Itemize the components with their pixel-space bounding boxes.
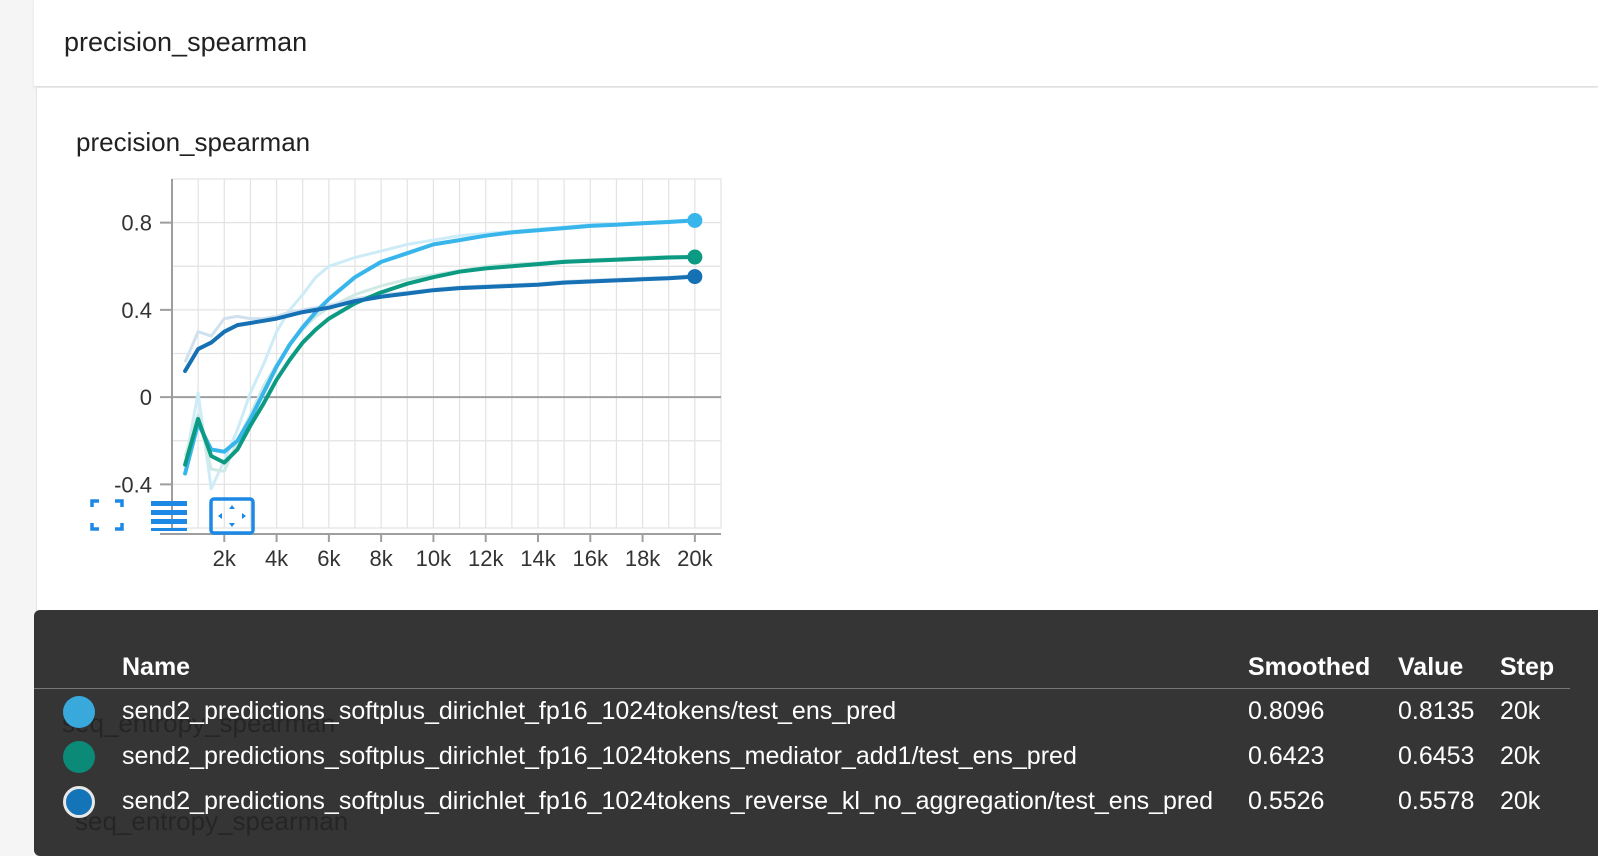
fit-domain-icon[interactable] (209, 497, 255, 535)
step-value: 20k (1500, 697, 1541, 725)
series-name: send2_predictions_softplus_dirichlet_fp1… (122, 787, 1214, 815)
x-tick-label: 20k (677, 546, 713, 571)
lines-icon[interactable] (148, 497, 190, 533)
step-value: 20k (1500, 787, 1541, 815)
x-tick-label: 6k (317, 546, 341, 571)
y-tick-label: 0 (140, 385, 152, 410)
tooltip-row: send2_predictions_softplus_dirichlet_fp1… (34, 734, 1570, 779)
smoothed-value: 0.5526 (1248, 787, 1325, 815)
step-value: 20k (1500, 742, 1541, 770)
column-step-header: Step (1500, 652, 1555, 681)
tooltip-panel: Name Smoothed Value Step send2_predictio… (34, 610, 1598, 856)
tooltip-header-row: Name Smoothed Value Step (34, 646, 1570, 689)
x-tick-label: 14k (520, 546, 556, 571)
tooltip-row: send2_predictions_softplus_dirichlet_fp1… (34, 689, 1570, 735)
column-smoothed-header: Smoothed (1248, 652, 1371, 681)
x-tick-label: 8k (370, 546, 394, 571)
raw-value: 0.6453 (1398, 742, 1475, 770)
smoothed-value: 0.8096 (1248, 697, 1325, 725)
series-swatch (63, 785, 95, 818)
series-end-marker (687, 212, 703, 228)
chart-title: precision_spearman (76, 127, 311, 157)
series-name: send2_predictions_softplus_dirichlet_fp1… (122, 742, 1077, 770)
tooltip-table: Name Smoothed Value Step send2_predictio… (34, 646, 1570, 824)
series-name: send2_predictions_softplus_dirichlet_fp1… (122, 697, 897, 725)
y-tick-label: 0.4 (121, 298, 152, 323)
column-value-header: Value (1398, 652, 1464, 681)
column-name-header: Name (122, 652, 191, 681)
section-title: precision_spearman (64, 27, 308, 57)
series-end-marker (687, 249, 703, 265)
x-tick-label: 10k (416, 546, 452, 571)
chart-svg[interactable]: 0.8 0.4 0 -0.4 2k 4k 6k 8k 10k 12k 14k 16k 18k 20k (0, 0, 1598, 610)
y-tick-label: 0.8 (121, 211, 152, 236)
raw-value: 0.8135 (1398, 697, 1475, 725)
x-tick-label: 2k (213, 546, 237, 571)
x-tick-label: 16k (573, 546, 609, 571)
smoothed-value: 0.6423 (1248, 742, 1325, 770)
section-header[interactable]: precision_spearman (34, 0, 1598, 87)
series-swatch (63, 740, 95, 773)
series-swatch (63, 695, 95, 728)
x-tick-label: 4k (265, 546, 289, 571)
x-tick-label: 18k (625, 546, 661, 571)
series-end-marker (687, 269, 703, 285)
x-tick-label: 12k (468, 546, 504, 571)
y-tick-label: -0.4 (114, 472, 152, 497)
tooltip-row: send2_predictions_softplus_dirichlet_fp1… (34, 779, 1570, 824)
raw-value: 0.5578 (1398, 787, 1475, 815)
fullscreen-icon[interactable] (88, 497, 126, 533)
series-smoothed-line (183, 218, 697, 476)
series-smoothed-line (183, 274, 697, 373)
